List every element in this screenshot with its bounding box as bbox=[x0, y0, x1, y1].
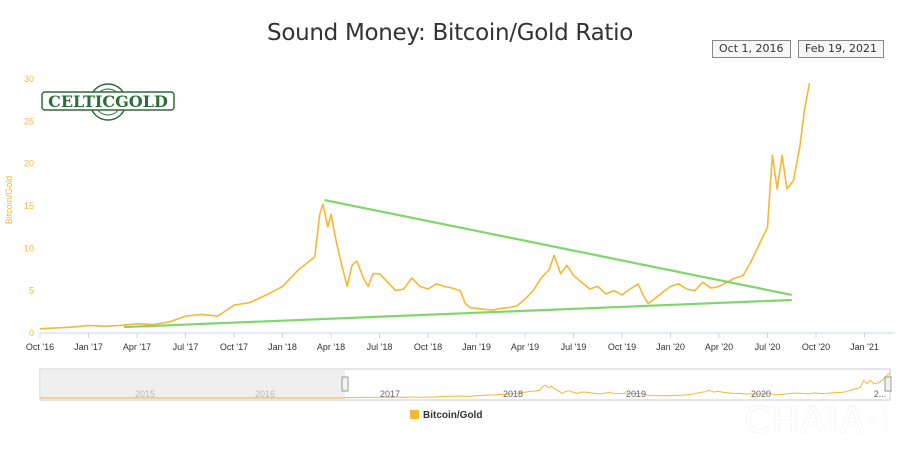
y-tick-label: 30 bbox=[24, 74, 34, 84]
navigator-label: 2018 bbox=[503, 389, 523, 399]
navigator-handle-left[interactable] bbox=[341, 376, 349, 392]
legend-item[interactable]: Bitcoin/Gold bbox=[410, 410, 482, 421]
x-tick-label: Apr '18 bbox=[317, 342, 345, 352]
navigator-mask bbox=[40, 369, 345, 400]
watermark: CHAIA·i bbox=[744, 400, 892, 441]
range-to-input[interactable]: Feb 19, 2021 bbox=[798, 40, 884, 58]
y-tick-label: 0 bbox=[29, 328, 34, 338]
x-tick-label: Jul '18 bbox=[367, 342, 393, 352]
x-tick-label: Oct '17 bbox=[220, 342, 248, 352]
x-tick-label: Oct '16 bbox=[26, 342, 54, 352]
navigator-label: 2016 bbox=[255, 389, 275, 399]
y-tick-label: 20 bbox=[24, 159, 34, 169]
y-axis: 0 5 10 15 20 25 30 bbox=[24, 74, 34, 338]
logo-banner bbox=[41, 91, 175, 111]
x-tick-label: Jul '20 bbox=[755, 342, 781, 352]
trendline-lower bbox=[124, 298, 792, 329]
trendline-upper bbox=[324, 198, 792, 296]
chart-title: Sound Money: Bitcoin/Gold Ratio bbox=[267, 20, 633, 46]
logo-text: CELTICGOLD bbox=[48, 92, 168, 111]
x-tick-label: Jan '17 bbox=[74, 342, 103, 352]
x-tick-label: Oct '20 bbox=[802, 342, 830, 352]
y-tick-label: 5 bbox=[29, 286, 34, 296]
x-tick-label: Oct '19 bbox=[608, 342, 636, 352]
navigator[interactable]: 2015 2016 2017 2018 2019 2020 2... bbox=[39, 368, 892, 401]
x-tick-label: Apr '20 bbox=[705, 342, 733, 352]
navigator-label: 2017 bbox=[380, 389, 400, 399]
x-tick-label: Apr '17 bbox=[123, 342, 151, 352]
x-tick-label: Jul '19 bbox=[561, 342, 587, 352]
navigator-handle-right[interactable] bbox=[884, 376, 892, 392]
x-tick-label: Jan '20 bbox=[656, 342, 685, 352]
x-tick-label: Jan '19 bbox=[462, 342, 491, 352]
range-from-input[interactable]: Oct 1, 2016 bbox=[712, 40, 791, 58]
series-line-bitcoin-gold[interactable] bbox=[39, 83, 811, 330]
y-tick-label: 25 bbox=[24, 116, 34, 126]
navigator-label: 2019 bbox=[626, 389, 646, 399]
y-tick-label: 10 bbox=[24, 243, 34, 253]
y-axis-label: Bitcoin/Gold bbox=[4, 176, 14, 225]
x-tick-label: Jan '18 bbox=[268, 342, 297, 352]
x-tick-label: Apr '19 bbox=[511, 342, 539, 352]
trendlines bbox=[124, 198, 792, 329]
navigator-label: 2... bbox=[874, 389, 887, 399]
series-group bbox=[39, 83, 811, 330]
navigator-series bbox=[344, 372, 891, 399]
legend-label: Bitcoin/Gold bbox=[423, 410, 483, 421]
x-tick-label: Jan '21 bbox=[850, 342, 879, 352]
y-tick-label: 15 bbox=[24, 201, 34, 211]
legend-swatch bbox=[410, 410, 419, 419]
x-axis: Oct '16 Jan '17 Apr '17 Jul '17 Oct '17 Jan '… bbox=[26, 332, 895, 352]
navigator-label: 2020 bbox=[751, 389, 771, 399]
x-tick-label: Oct '18 bbox=[414, 342, 442, 352]
celticgold-logo: CELTICGOLD bbox=[41, 83, 175, 121]
x-tick-label: Jul '17 bbox=[173, 342, 199, 352]
navigator-label: 2015 bbox=[135, 389, 155, 399]
